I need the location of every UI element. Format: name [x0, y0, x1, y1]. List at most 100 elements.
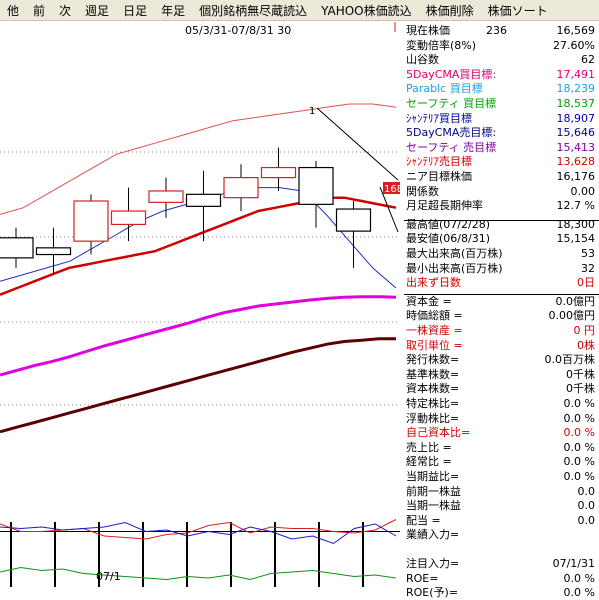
info-row-label: 注目入力= [406, 557, 460, 570]
info-row-label: 現在株価 [406, 24, 450, 37]
info-row: 時価総額 = 0.00億円 [406, 309, 595, 323]
band-upper-line [0, 103, 397, 215]
info-row-label: セーフティ 買目標 [406, 97, 497, 110]
info-row-value: 15,646 [556, 126, 596, 140]
info-row-label: 基準株数= [406, 367, 460, 381]
info-row-label: 変動倍率(8%) [406, 38, 477, 52]
info-row: 配当 = 0.0 [406, 514, 595, 528]
info-row-value: 62 [581, 53, 595, 67]
info-row-label: 売上比 = [406, 440, 452, 454]
menu-item-4[interactable]: 日足 [123, 3, 148, 18]
projection-line-2 [379, 186, 399, 233]
info-row: 売上比 = 0.0 % [406, 441, 595, 455]
info-row-label: 月足超長期伸率 [406, 199, 483, 213]
info-row-value: 15,413 [556, 140, 596, 154]
info-row: 月足超長期伸率 12.7 % [406, 199, 595, 213]
menu-item-7[interactable]: YAHOO株価読込 [321, 3, 412, 18]
info-row-label: 当期一株益 [406, 499, 461, 513]
menu-item-0[interactable]: 他 [7, 3, 20, 18]
info-row: 最高値(07/2/28) 18,300 [406, 218, 595, 232]
info-row: 特定株比= 0.0 % [406, 397, 595, 411]
info-row-label: 発行株数= [406, 353, 460, 367]
info-row-label: ROE= [406, 571, 439, 585]
candle-body [185, 193, 222, 207]
menu-item-3[interactable]: 週足 [85, 3, 110, 18]
info-row: Parablc 買目標 18,239 [406, 82, 595, 96]
info-row-value: 0.0 % [563, 571, 595, 585]
candle-body [110, 210, 147, 226]
volume-blue-line [0, 521, 397, 545]
info-row-value: 0千株 [566, 382, 595, 396]
info-row: 関係数 0.00 [406, 185, 595, 199]
info-row-label: 配当 = [406, 513, 441, 527]
info-row: セーフティ 買目標 18,537 [406, 97, 595, 111]
info-row-value: 07/1/31 [552, 557, 595, 570]
stock-info-panel: 現在株価 236 16,569 変動倍率(8%) 27.60% 山谷数 62 5DayCMA買… [400, 24, 599, 599]
info-row: 資本金 = 0.0億円 [406, 295, 595, 309]
info-row-value: 18,300 [556, 217, 596, 231]
info-row: 発行株数= 0.0百万株 [406, 353, 595, 367]
x-tick-label: 07/1 [96, 570, 121, 583]
info-row: 注目入力= 07/1/31 [406, 557, 595, 571]
info-row: 最大出来高(百万株) 53 [406, 247, 595, 261]
info-row-value: 0.0 % [563, 397, 595, 410]
menu-item-2[interactable]: 次 [59, 3, 72, 18]
ma-magenta-line [0, 295, 397, 377]
info-row: 業績入力= [406, 528, 595, 542]
info-row-value: 16,569 [556, 24, 596, 37]
info-row: 資本株数= 0千株 [406, 382, 595, 396]
menu-item-5[interactable]: 年足 [161, 3, 186, 18]
info-row: 最安値(06/8/31) 15,154 [406, 232, 595, 246]
info-row-label: 時価総額 = [406, 309, 463, 323]
info-row-label: 経常比 = [406, 455, 452, 469]
info-row-value: 13,628 [556, 155, 596, 169]
panel-divider [404, 294, 599, 295]
info-row-label: 最高値(07/2/28) [406, 217, 490, 231]
info-row-label: 最安値(06/8/31) [406, 232, 490, 246]
info-row-value: 27.60% [553, 38, 595, 52]
candle-body [148, 190, 184, 203]
info-row-label: 前期一株益 [406, 484, 461, 498]
info-row: 当期益比= 0.0 % [406, 470, 595, 484]
info-row: 浮動株比= 0.0 % [406, 412, 595, 426]
info-row-label: 5DayCMA売目標: [406, 126, 497, 140]
info-row: 5DayCMA買目標: 17,491 [406, 68, 595, 82]
info-row-value: 0千株 [566, 367, 595, 381]
menu-item-6[interactable]: 個別銘柄無尽蔵読込 [199, 3, 308, 18]
info-row-label: 関係数 [406, 184, 439, 198]
candle-body [260, 166, 297, 179]
projection-line [316, 107, 399, 181]
candle-body [35, 247, 72, 256]
info-row: 基準株数= 0千株 [406, 368, 595, 382]
info-row-label: 資本株数= [406, 382, 460, 396]
info-row-label: 自己資本比= [406, 426, 471, 440]
info-row: セーフティ 売目標 15,413 [406, 141, 595, 155]
info-row-label: 特定株比= [406, 397, 460, 410]
info-row-value: 0.0 [577, 499, 596, 513]
info-row-label: 取引単位 = [406, 338, 463, 352]
candle-body [73, 200, 109, 242]
info-row-value: 0 円 [573, 324, 596, 337]
info-row-label: 業績入力= [406, 528, 460, 542]
info-row: 当期一株益 0.0 [406, 499, 595, 513]
info-row-label: ｼｬﾝﾃﾘｱ売目標 [406, 155, 472, 169]
info-row-label: ｼｬﾝﾃﾘｱ買目標 [406, 111, 472, 125]
info-row-value: 18,537 [556, 97, 596, 110]
info-row: 変動倍率(8%) 27.60% [406, 39, 595, 53]
info-row-label: 5DayCMA買目標: [406, 67, 497, 81]
menu-item-1[interactable]: 前 [33, 3, 46, 18]
chart-period: 05/3/31-07/8/31 30 [185, 24, 291, 37]
info-row-value: 0.00 [570, 184, 596, 198]
info-row-value: 0.0 % [563, 440, 595, 454]
info-row-label: セーフティ 売目標 [406, 140, 497, 154]
info-row-value: 0.0 % [563, 470, 595, 483]
volume-green-line [0, 566, 397, 581]
info-row: 取引単位 = 0株 [406, 339, 595, 353]
info-row-value: 18,907 [556, 111, 596, 125]
info-row: ｼｬﾝﾃﾘｱ売目標 13,628 [406, 155, 595, 169]
info-row: 出来ず日数 0日 [406, 276, 595, 290]
info-row-label: 資本金 = [406, 294, 452, 308]
info-row-label: 一株資産 = [406, 324, 463, 337]
menu-item-8[interactable]: 株価削除 [425, 3, 474, 18]
menu-item-9[interactable]: 株価ソート [487, 3, 548, 18]
